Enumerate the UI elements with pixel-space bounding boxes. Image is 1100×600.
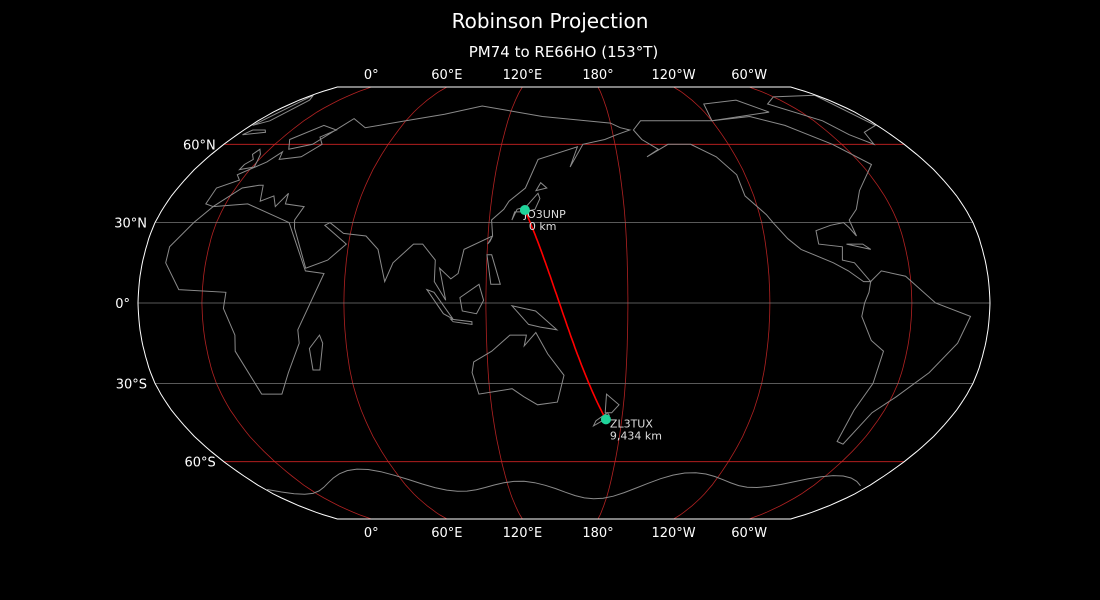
great-circle-path <box>524 209 607 420</box>
longitude-label: 120°E <box>503 68 543 83</box>
coastline <box>252 94 314 126</box>
longitude-label: 180° <box>582 68 613 83</box>
longitude-label: 0° <box>364 68 379 83</box>
longitude-label: 60°W <box>731 68 767 83</box>
coastline-antarctica <box>267 468 861 500</box>
coastline <box>205 105 632 301</box>
coastline <box>836 270 972 445</box>
station-marker[interactable] <box>519 205 530 216</box>
latitude-label: 30°S <box>116 377 147 392</box>
map-title: Robinson Projection <box>451 9 649 33</box>
longitude-label: 60°E <box>431 68 462 83</box>
coastline <box>242 129 267 136</box>
longitude-label: 120°W <box>651 526 695 541</box>
coastline <box>459 283 485 315</box>
coastline <box>165 203 325 395</box>
latitude-label: 0° <box>115 297 130 312</box>
coastline <box>703 99 770 122</box>
coastline <box>846 243 872 250</box>
coastline <box>449 318 473 325</box>
map-outline <box>137 86 991 520</box>
longitude-label: 120°W <box>651 68 695 83</box>
coastline <box>487 235 494 245</box>
longitude-label: 180° <box>582 526 613 541</box>
station-distance: 0 km <box>529 220 557 233</box>
coastline <box>425 288 454 320</box>
coastline <box>238 148 261 171</box>
coastline <box>486 254 501 285</box>
coastline <box>604 393 620 414</box>
latitude-label: 60°N <box>183 138 216 153</box>
latitude-label: 60°S <box>184 456 215 471</box>
longitude-label: 120°E <box>503 526 543 541</box>
coastline <box>308 334 324 371</box>
longitude-label: 60°W <box>731 526 767 541</box>
station-distance: 9,434 km <box>610 429 662 442</box>
coastline <box>510 304 559 331</box>
coastline <box>471 331 565 406</box>
longitude-label: 0° <box>364 526 379 541</box>
coastline <box>534 181 548 192</box>
coastline <box>632 115 873 283</box>
latitude-label: 30°N <box>114 217 147 232</box>
coastline <box>766 94 877 146</box>
graticule <box>138 86 990 520</box>
coastlines <box>165 94 972 500</box>
axis-labels: 0° 0° 60°E 60°E 120°E 120°E 180° 180° 120°W 120°W… <box>114 68 767 541</box>
station-marker[interactable] <box>600 414 611 425</box>
station-callsign: JO3UNP <box>523 208 566 221</box>
station-callsign: ZL3TUX <box>610 417 653 430</box>
map-subtitle: PM74 to RE66HO (153°T) <box>468 43 659 61</box>
longitude-label: 60°E <box>431 526 462 541</box>
coastline <box>592 412 610 428</box>
